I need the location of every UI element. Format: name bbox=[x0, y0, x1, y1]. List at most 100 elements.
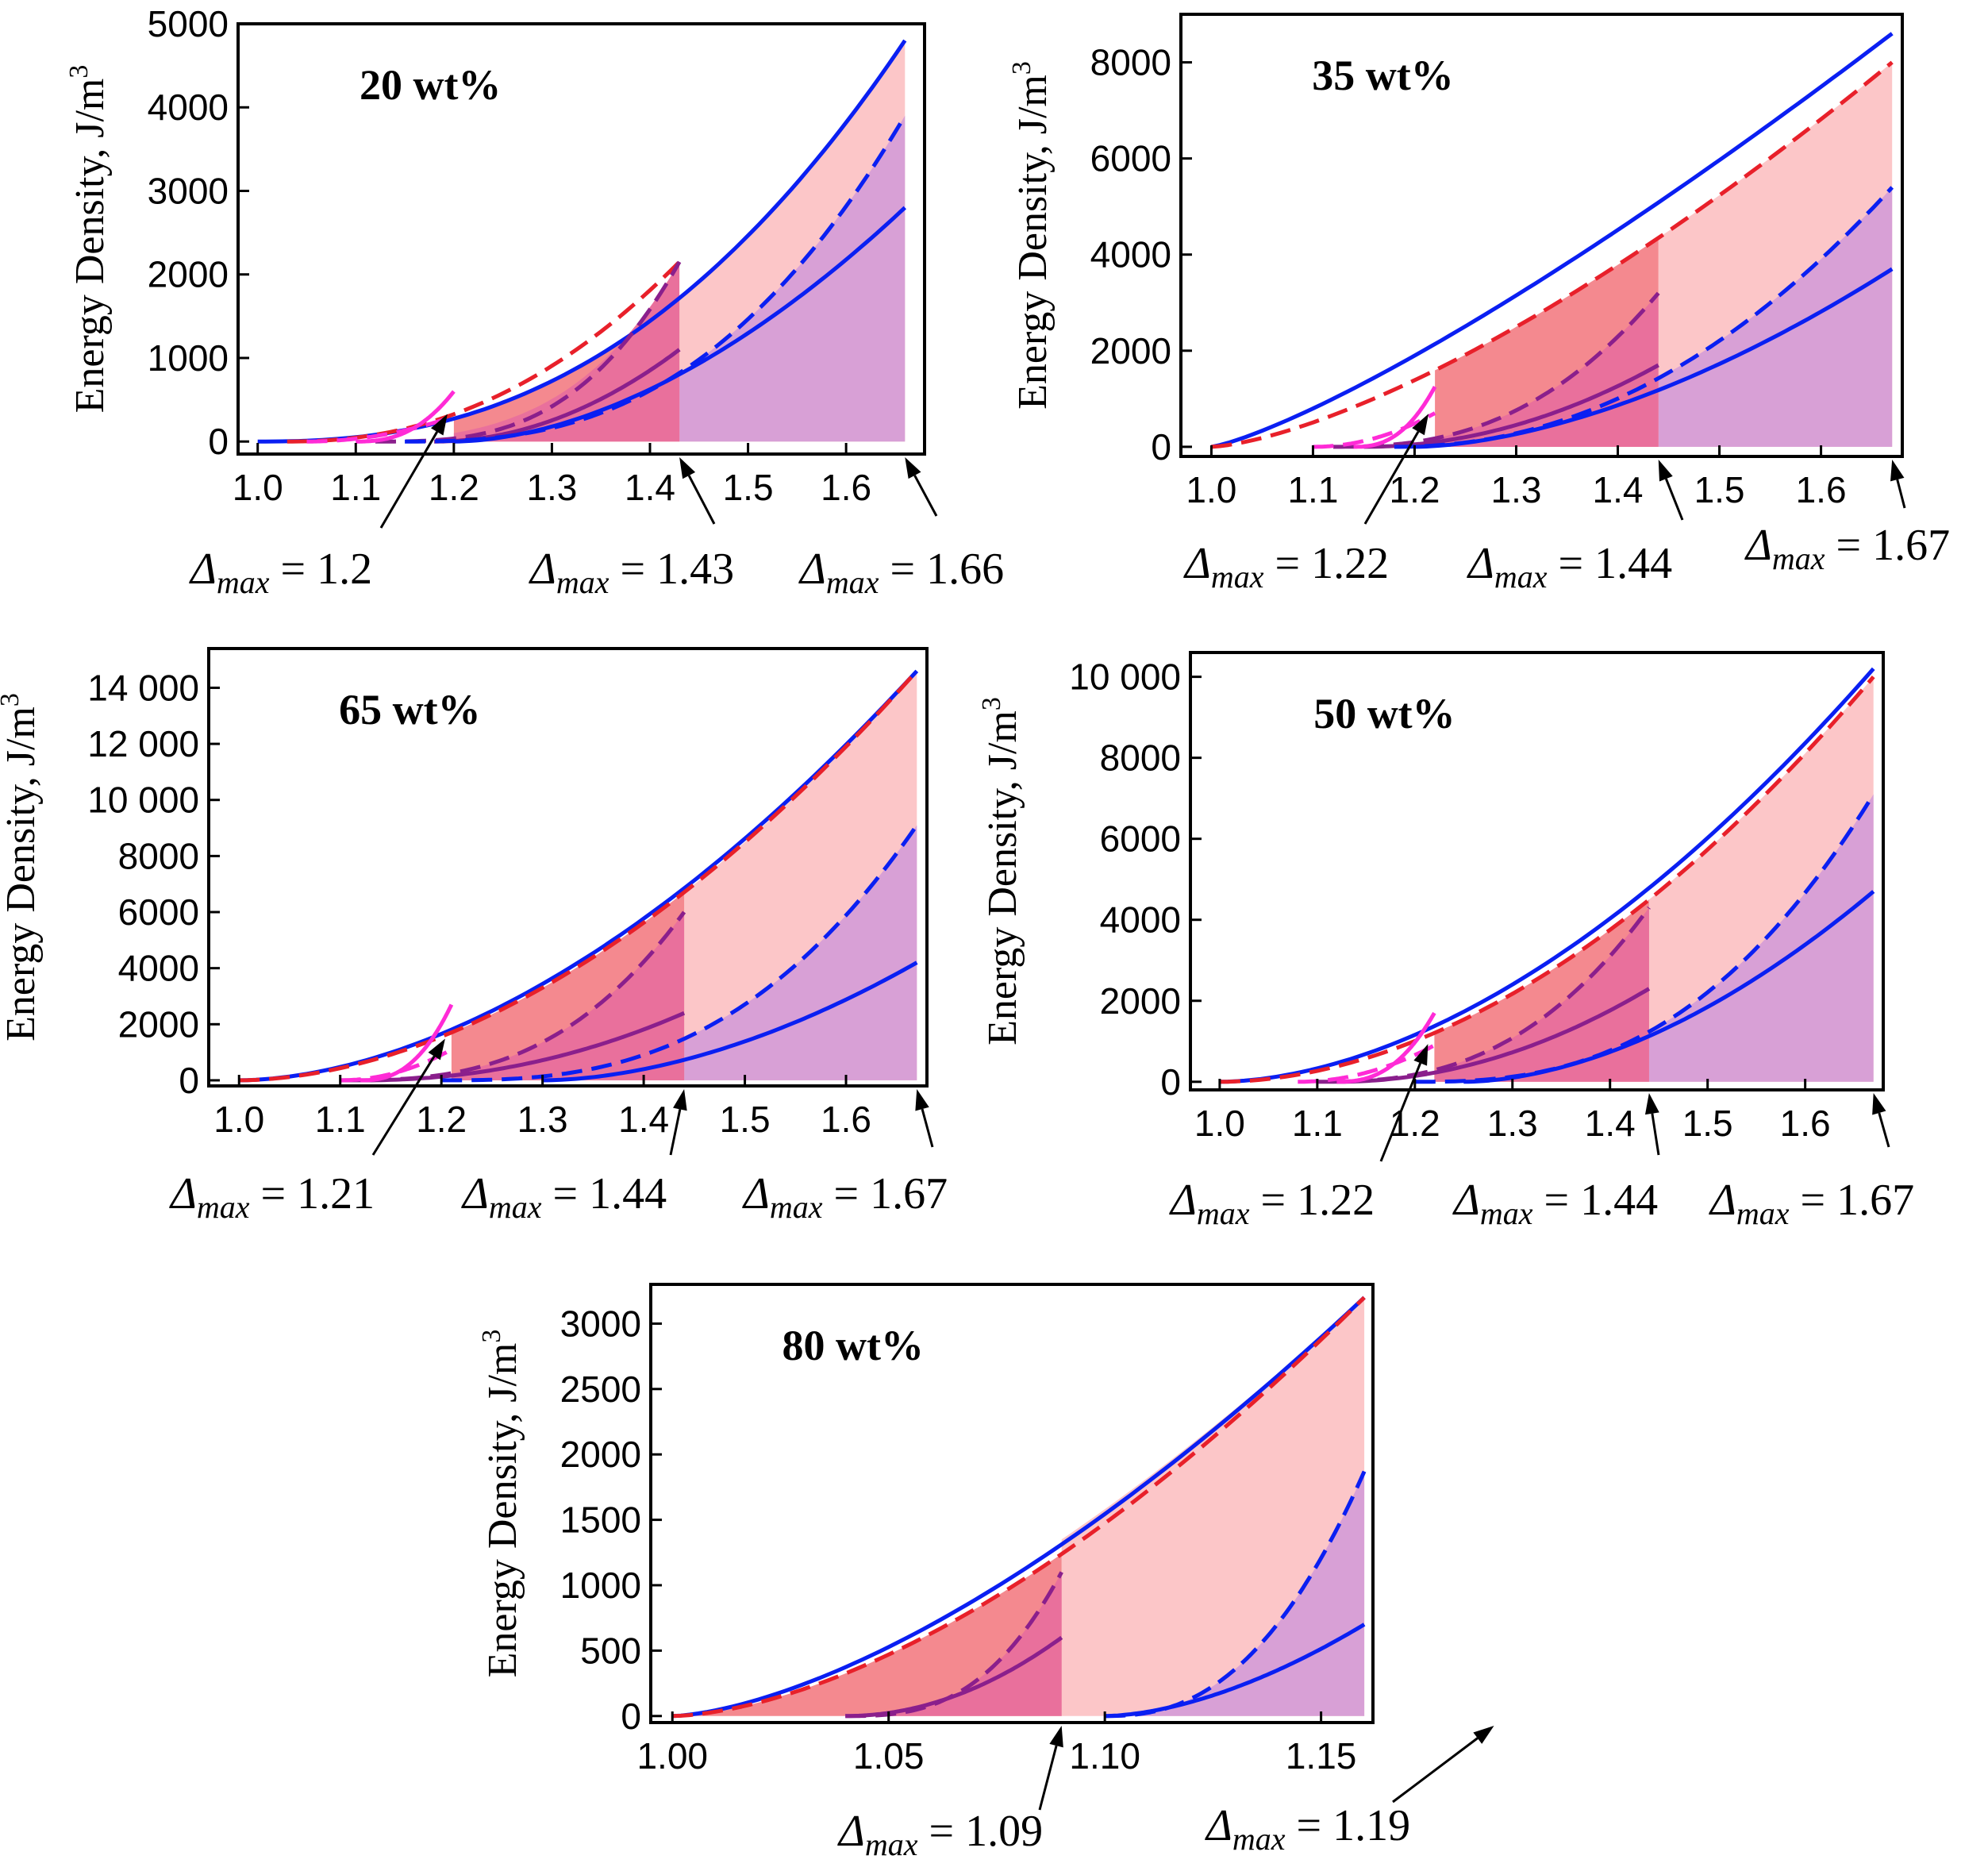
annotation-arrowhead bbox=[915, 1089, 929, 1111]
y-tick-label: 1000 bbox=[148, 337, 229, 379]
series-blue-solid bbox=[1105, 1623, 1366, 1719]
y-tick-label: 6000 bbox=[1100, 818, 1181, 860]
x-tick-label: 1.2 bbox=[429, 467, 479, 508]
x-tick-label: 1.5 bbox=[723, 467, 774, 508]
series-red-dashed bbox=[1211, 60, 1894, 449]
annotation-arrowhead bbox=[428, 1038, 445, 1061]
x-tick-label: 1.4 bbox=[1593, 469, 1644, 510]
annotation-arrow bbox=[1651, 1113, 1660, 1156]
x-tick-label: 1.5 bbox=[1682, 1103, 1733, 1144]
series-magenta-dashed bbox=[306, 414, 455, 444]
plot-area bbox=[1219, 667, 1875, 1084]
x-tick-label: 1.6 bbox=[1796, 469, 1847, 510]
series-red-dashed bbox=[239, 669, 919, 1083]
annotation-arrow bbox=[913, 475, 938, 517]
annotation-arrowhead bbox=[1473, 1726, 1494, 1744]
y-tick-label: 8000 bbox=[1100, 737, 1181, 779]
y-axis-label: Energy Density, J/m3 bbox=[0, 693, 44, 1041]
chart-p50: 1.0 1.1 1.2 1.3 1.4 1.5 1.6 0 2000 4000 6000 8000 10… bbox=[977, 651, 1914, 1231]
plot-area bbox=[257, 39, 907, 444]
annotation-arrowhead bbox=[1644, 1093, 1659, 1115]
y-tick-label: 1500 bbox=[560, 1499, 641, 1541]
series-purple-solid bbox=[1363, 363, 1659, 449]
chart-p20: 1.0 1.1 1.2 1.3 1.4 1.5 1.6 0 1000 2000 3000 4000 50… bbox=[64, 3, 1004, 600]
annotation-arrowhead bbox=[1872, 1093, 1886, 1115]
y-tick-label: 6000 bbox=[1090, 138, 1171, 179]
y-tick-label: 4000 bbox=[148, 87, 229, 128]
shaded-region-3 bbox=[672, 1553, 1062, 1716]
x-tick-label: 1.15 bbox=[1286, 1735, 1357, 1777]
plot-frame bbox=[207, 647, 929, 1088]
delta-max-annotation: Δmax = 1.44 bbox=[461, 1169, 667, 1225]
shaded-region-2 bbox=[684, 825, 917, 1080]
x-tick-label: 1.0 bbox=[233, 467, 283, 508]
delta-max-annotation: Δmax = 1.44 bbox=[1467, 539, 1672, 595]
series-purple-dashed bbox=[340, 910, 686, 1083]
annotation-arrowhead bbox=[1412, 414, 1429, 436]
series-red-dashed bbox=[1219, 675, 1875, 1084]
x-tick-label: 1.1 bbox=[1292, 1103, 1343, 1144]
shaded-region-4 bbox=[451, 912, 685, 1080]
x-tick-label: 1.4 bbox=[618, 1099, 669, 1140]
delta-max-annotation: Δmax = 1.67 bbox=[742, 1169, 948, 1225]
x-tick-label: 1.3 bbox=[1491, 469, 1542, 510]
delta-max-annotation: Δmax = 1.43 bbox=[529, 545, 734, 600]
x-tick-label: 1.1 bbox=[315, 1099, 366, 1140]
series-purple-dashed bbox=[1333, 291, 1660, 449]
x-tick-label: 1.5 bbox=[720, 1099, 771, 1140]
annotation-arrow bbox=[669, 1109, 682, 1156]
y-axis-label: Energy Density, J/m3 bbox=[977, 697, 1025, 1045]
y-axis-label-superscript: 3 bbox=[0, 693, 25, 706]
x-tick-label: 1.2 bbox=[1390, 1103, 1440, 1144]
series-upper-solid bbox=[1210, 32, 1894, 449]
x-tick-label: 1.6 bbox=[821, 1099, 871, 1140]
x-tick-label: 1.00 bbox=[636, 1735, 708, 1777]
annotation-arrow bbox=[1878, 1112, 1890, 1148]
y-tick-label: 2000 bbox=[1090, 330, 1171, 372]
series-purple-dashed bbox=[375, 260, 682, 444]
series-upper-solid bbox=[672, 1295, 1366, 1719]
plot-frame bbox=[1189, 651, 1885, 1091]
plot-frame bbox=[1179, 13, 1904, 458]
series-purple-solid bbox=[845, 1635, 1063, 1719]
delta-max-annotation: Δmax = 1.44 bbox=[1452, 1176, 1658, 1231]
annotation-arrow bbox=[1363, 431, 1420, 525]
y-tick-label: 0 bbox=[208, 421, 229, 462]
y-tick-label: 500 bbox=[580, 1630, 641, 1671]
shaded-region-2 bbox=[1105, 1471, 1365, 1716]
series-purple-dashed bbox=[1317, 906, 1651, 1084]
annotation-arrowhead bbox=[679, 457, 696, 479]
series-blue-solid bbox=[1414, 267, 1894, 449]
y-axis-label-superscript: 3 bbox=[477, 1330, 506, 1343]
chart-title: 80 wt% bbox=[783, 1322, 924, 1369]
shaded-region-2 bbox=[1658, 187, 1893, 447]
y-tick-label: 4000 bbox=[118, 948, 199, 989]
annotation-arrowhead bbox=[1890, 460, 1905, 482]
y-tick-label: 14 000 bbox=[87, 667, 199, 708]
delta-max-annotation: Δmax = 1.67 bbox=[1744, 521, 1950, 576]
x-tick-label: 1.5 bbox=[1694, 469, 1745, 510]
x-tick-label: 1.0 bbox=[213, 1099, 264, 1140]
plot-area bbox=[1210, 32, 1894, 449]
y-tick-label: 8000 bbox=[1090, 42, 1171, 83]
y-axis-label: Energy Density, J/m3 bbox=[477, 1330, 525, 1678]
annotation-arrow bbox=[1664, 478, 1684, 521]
y-tick-label: 2000 bbox=[118, 1003, 199, 1045]
plot-frame bbox=[236, 22, 926, 456]
annotation-arrow bbox=[1379, 1062, 1422, 1162]
x-tick-label: 1.6 bbox=[1780, 1103, 1831, 1144]
shaded-region-4 bbox=[1434, 907, 1649, 1082]
y-tick-label: 2000 bbox=[1100, 980, 1181, 1022]
annotation-arrow bbox=[371, 1055, 436, 1156]
x-tick-label: 1.10 bbox=[1069, 1735, 1140, 1777]
annotation-arrow bbox=[687, 475, 716, 525]
x-tick-label: 1.3 bbox=[517, 1099, 568, 1140]
chart-title: 35 wt% bbox=[1312, 52, 1453, 99]
annotation-arrowhead bbox=[1413, 1044, 1429, 1066]
y-tick-label: 0 bbox=[621, 1696, 641, 1737]
annotation-arrow bbox=[1392, 1737, 1479, 1804]
annotation-arrow bbox=[379, 431, 439, 529]
annotation-arrowhead bbox=[1049, 1726, 1063, 1748]
delta-max-annotation: Δmax = 1.67 bbox=[1709, 1176, 1914, 1231]
chart-title: 20 wt% bbox=[360, 61, 501, 109]
